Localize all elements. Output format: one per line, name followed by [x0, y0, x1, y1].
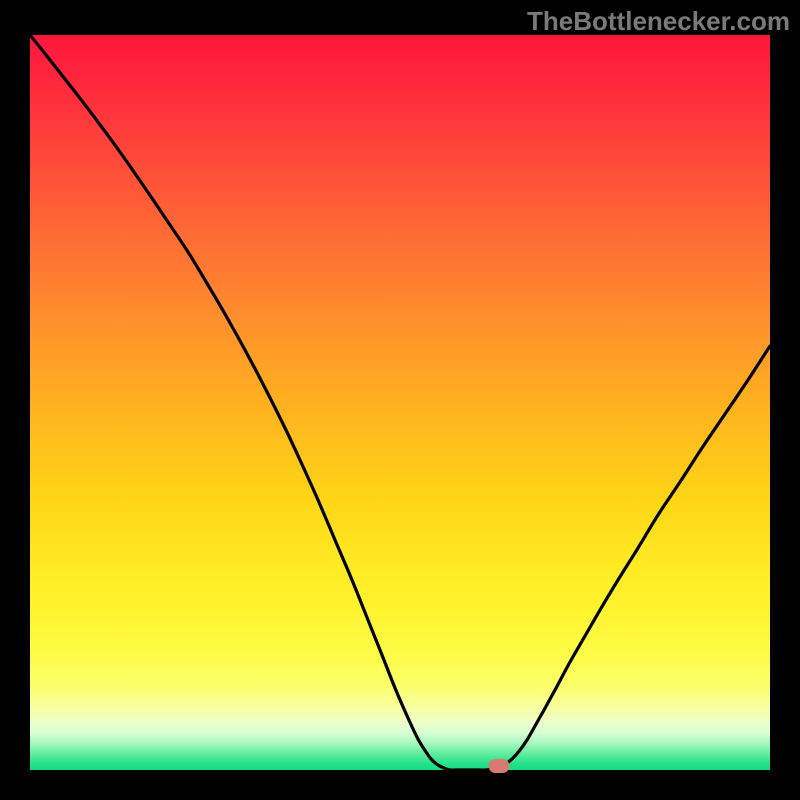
- watermark-text: TheBottlenecker.com: [527, 6, 790, 37]
- chart-svg: [0, 0, 800, 800]
- bottleneck-curve: [30, 35, 770, 770]
- chart-canvas: TheBottlenecker.com: [0, 0, 800, 800]
- vertex-marker: [489, 759, 510, 773]
